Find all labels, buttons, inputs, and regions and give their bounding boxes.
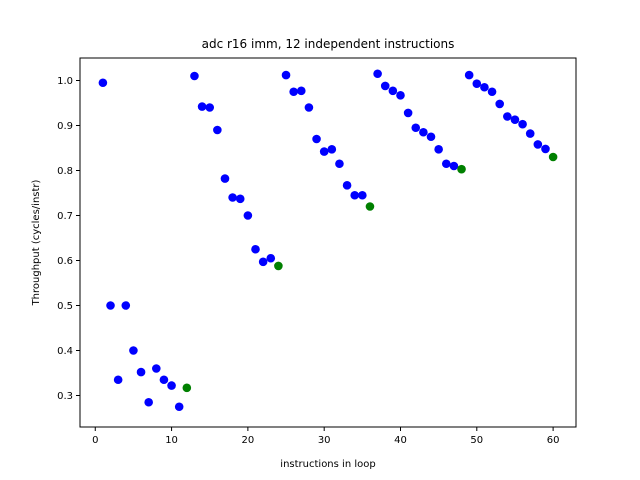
x-tick-label: 40 [394, 435, 407, 446]
data-point [487, 87, 497, 97]
y-tick-label: 0.3 [57, 391, 73, 402]
data-point [167, 381, 176, 390]
data-point [296, 86, 306, 96]
data-point [258, 257, 268, 267]
data-point [152, 364, 161, 373]
y-tick-label: 0.8 [57, 166, 73, 177]
data-point [266, 253, 276, 263]
data-point [159, 375, 169, 385]
x-tick-label: 20 [242, 435, 255, 446]
y-tick-label: 0.4 [57, 346, 73, 357]
data-point [98, 78, 108, 88]
data-point [228, 193, 237, 202]
x-tick-label: 10 [165, 435, 178, 446]
data-points [98, 69, 558, 412]
data-point [419, 127, 428, 137]
data-point [335, 159, 344, 169]
data-point [304, 103, 314, 112]
data-point [358, 190, 367, 200]
data-point [327, 145, 337, 154]
x-axis: 0 10 20 30 40 50 60 [92, 427, 559, 446]
data-point [121, 301, 131, 310]
y-axis: 0.3 0.4 0.5 0.6 0.7 0.8 0.9 1.0 [57, 76, 80, 402]
data-point [503, 112, 512, 121]
data-point [213, 125, 222, 135]
data-point [373, 69, 382, 79]
data-point [541, 144, 550, 154]
data-point [251, 244, 260, 254]
data-point [113, 375, 123, 385]
data-point [136, 367, 146, 377]
y-axis-label: Throughput (cycles/instr) [31, 179, 42, 306]
data-point [548, 152, 558, 162]
data-point [174, 402, 184, 412]
data-point [388, 86, 398, 96]
data-point [205, 103, 215, 112]
x-axis-label: instructions in loop [280, 459, 375, 470]
data-point [495, 99, 504, 109]
data-point [434, 145, 443, 154]
data-point [510, 115, 520, 124]
data-point [182, 383, 192, 393]
data-point [243, 211, 253, 220]
plot-frame [79, 57, 577, 428]
data-point [525, 129, 535, 138]
data-point [380, 81, 390, 91]
data-point [220, 174, 230, 183]
data-point [403, 108, 413, 118]
data-point [281, 70, 291, 80]
data-point [235, 194, 245, 204]
data-point [449, 161, 459, 171]
x-tick-label: 60 [547, 435, 560, 446]
data-point [457, 164, 466, 174]
data-point [190, 71, 199, 81]
data-point [464, 70, 474, 80]
data-point [106, 301, 115, 310]
y-tick-label: 0.6 [57, 256, 73, 267]
data-point [480, 82, 489, 92]
data-point [144, 397, 153, 407]
data-point [533, 140, 543, 149]
data-point [319, 147, 329, 156]
data-point [197, 102, 207, 111]
y-tick-label: 0.9 [57, 121, 73, 132]
y-tick-label: 1.0 [57, 76, 73, 87]
data-point [426, 132, 436, 142]
data-point [350, 190, 360, 200]
data-point [289, 87, 298, 97]
data-point [472, 79, 482, 88]
data-point [312, 134, 321, 144]
data-point [518, 119, 527, 129]
data-point [396, 91, 405, 100]
data-point [274, 261, 283, 271]
data-point [411, 123, 421, 133]
chart-title: adc r16 imm, 12 independent instructions [202, 37, 455, 51]
data-point [365, 202, 375, 211]
y-tick-label: 0.7 [57, 211, 73, 222]
x-tick-label: 50 [470, 435, 483, 446]
x-tick-label: 0 [92, 435, 98, 446]
y-tick-label: 0.5 [57, 301, 73, 312]
data-point [129, 346, 138, 355]
data-point [342, 181, 352, 190]
x-tick-label: 30 [318, 435, 331, 446]
data-point [441, 159, 451, 169]
